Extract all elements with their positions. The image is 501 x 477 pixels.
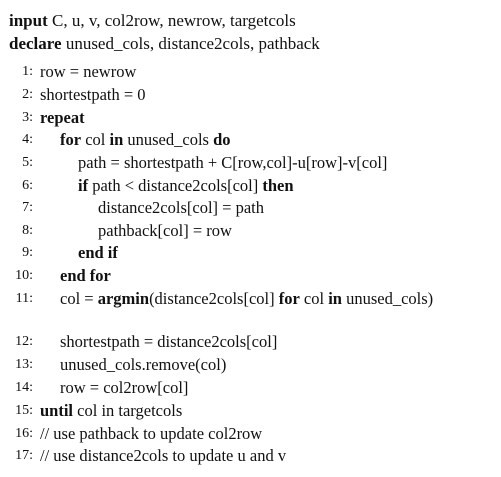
code-text: // use distance2cols to update u and v: [40, 446, 287, 465]
keyword: repeat: [40, 108, 85, 127]
code-text: row = col2row[col]: [60, 378, 189, 397]
line-number: 6:: [22, 178, 33, 193]
keyword: for: [278, 289, 300, 308]
keyword: do: [213, 130, 231, 149]
keyword: in: [328, 289, 342, 308]
line-code: pathback[col] = row: [98, 220, 232, 242]
line-number: 13:: [15, 357, 33, 372]
line-code: // use distance2cols to update u and v: [40, 445, 286, 467]
line-number: 3:: [22, 110, 33, 125]
keyword: end for: [60, 266, 111, 285]
line-code: shortestpath = 0: [40, 84, 146, 106]
input-keyword: input: [9, 11, 48, 30]
declare-declaration: declare unused_cols, distance2cols, path…: [9, 34, 320, 54]
declare-arguments: unused_cols, distance2cols, pathback: [65, 34, 320, 53]
code-text: path < distance2cols[col]: [88, 176, 263, 195]
code-line: 17: // use distance2cols to update u and …: [0, 445, 501, 467]
code-line: 12: shortestpath = distance2cols[col]: [0, 331, 501, 353]
line-code: end for: [60, 265, 111, 287]
code-line: 9: end if: [0, 242, 501, 264]
line-code: row = newrow: [40, 61, 136, 83]
code-line: 10: end for: [0, 265, 501, 287]
code-line: 6: if path < distance2cols[col] then: [0, 175, 501, 197]
code-text: // use pathback to update col2row: [40, 424, 263, 443]
line-number: 8:: [22, 223, 33, 238]
line-code: distance2cols[col] = path: [98, 197, 264, 219]
line-number: 11:: [15, 291, 33, 306]
keyword: until: [40, 401, 74, 420]
keyword: for: [60, 130, 82, 149]
code-text: col: [81, 130, 110, 149]
code-text: unused_cols): [341, 289, 434, 308]
line-code: col = argmin(distance2cols[col] for col …: [60, 288, 433, 310]
input-declaration: input C, u, v, col2row, newrow, targetco…: [9, 11, 296, 31]
code-line: 14: row = col2row[col]: [0, 377, 501, 399]
keyword: end if: [78, 243, 118, 262]
line-code: if path < distance2cols[col] then: [78, 175, 294, 197]
keyword: if: [78, 176, 89, 195]
line-number: 12:: [15, 334, 33, 349]
code-line: 1: row = newrow: [0, 61, 501, 83]
code-text: col: [299, 289, 329, 308]
line-code: for col in unused_cols do: [60, 129, 231, 151]
line-number: 7:: [22, 200, 33, 215]
line-code: end if: [78, 242, 118, 264]
code-line: 3: repeat: [0, 107, 501, 129]
line-number: 15:: [15, 403, 33, 418]
code-text: unused_cols: [123, 130, 214, 149]
line-code: row = col2row[col]: [60, 377, 188, 399]
keyword: in: [109, 130, 124, 149]
line-number: 14:: [15, 380, 33, 395]
code-text: pathback[col] = row: [98, 221, 232, 240]
code-text: unused_cols.remove(col): [60, 355, 227, 374]
line-number: 1:: [22, 64, 33, 79]
code-text: shortestpath = distance2cols[col]: [60, 332, 278, 351]
code-text: distance2cols[col] = path: [98, 198, 264, 217]
keyword: then: [262, 176, 294, 195]
line-number: 9:: [22, 245, 33, 260]
line-number: 16:: [15, 426, 33, 441]
code-text: path = shortestpath + C[row,col]-u[row]-…: [78, 153, 388, 172]
input-arguments: C, u, v, col2row, newrow, targetcols: [52, 11, 296, 30]
keyword: argmin: [97, 289, 150, 308]
code-text: shortestpath = 0: [40, 85, 146, 104]
code-line: 13: unused_cols.remove(col): [0, 354, 501, 376]
line-code: // use pathback to update col2row: [40, 423, 262, 445]
code-line: 8: pathback[col] = row: [0, 220, 501, 242]
code-line: 7: distance2cols[col] = path: [0, 197, 501, 219]
line-code: shortestpath = distance2cols[col]: [60, 331, 277, 353]
line-number: 2:: [22, 87, 33, 102]
line-number: 5:: [22, 155, 33, 170]
line-number: 10:: [15, 268, 33, 283]
line-code: repeat: [40, 107, 85, 129]
code-text: col =: [60, 289, 98, 308]
line-code: path = shortestpath + C[row,col]-u[row]-…: [78, 152, 387, 174]
code-line: 15: until col in targetcols: [0, 400, 501, 422]
line-number: 17:: [15, 448, 33, 463]
code-line: 4: for col in unused_cols do: [0, 129, 501, 151]
code-line: 16: // use pathback to update col2row: [0, 423, 501, 445]
code-text: row = newrow: [40, 62, 137, 81]
declare-keyword: declare: [9, 34, 62, 53]
line-code: until col in targetcols: [40, 400, 182, 422]
code-line: 2: shortestpath = 0: [0, 84, 501, 106]
code-text: col in targetcols: [73, 401, 183, 420]
code-line: 5: path = shortestpath + C[row,col]-u[row…: [0, 152, 501, 174]
code-line: 11: col = argmin(distance2cols[col] for c…: [0, 288, 501, 310]
line-number: 4:: [22, 132, 33, 147]
code-text: (distance2cols[col]: [149, 289, 279, 308]
line-code: unused_cols.remove(col): [60, 354, 226, 376]
